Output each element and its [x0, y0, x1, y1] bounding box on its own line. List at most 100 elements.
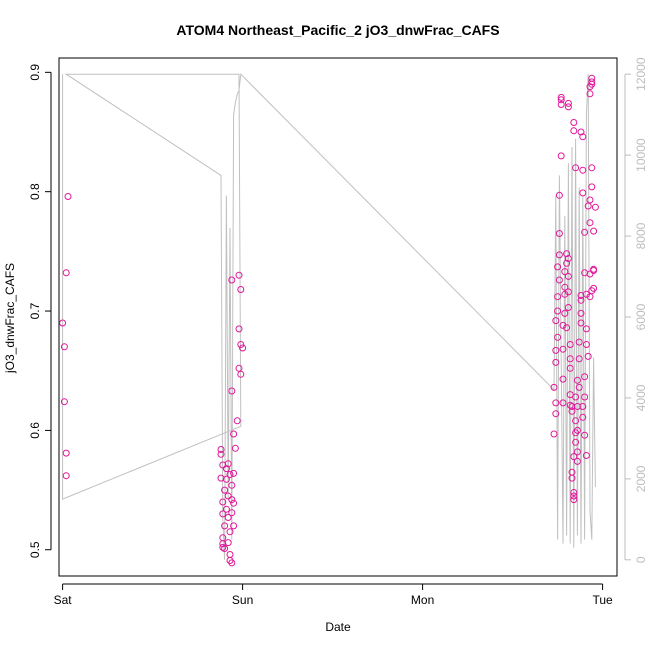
- data-point: [222, 505, 230, 513]
- data-point: [588, 164, 596, 172]
- data-point: [573, 457, 581, 465]
- data-point: [228, 481, 236, 489]
- data-point: [235, 325, 243, 333]
- data-point: [221, 486, 229, 494]
- data-point: [554, 307, 562, 315]
- data-point: [590, 227, 598, 235]
- data-point: [237, 370, 245, 378]
- data-point: [579, 166, 587, 174]
- y-tick-label: 0.5: [28, 541, 42, 558]
- y-tick-label: 0.6: [28, 422, 42, 439]
- secondary-series-line: [62, 73, 596, 560]
- data-point: [577, 128, 585, 136]
- data-point: [219, 498, 227, 506]
- data-point: [230, 469, 238, 477]
- data-point: [577, 319, 585, 327]
- data-point: [554, 263, 562, 271]
- data-point: [226, 528, 234, 536]
- data-point: [573, 448, 581, 456]
- data-point: [579, 403, 587, 410]
- data-point: [559, 321, 567, 329]
- y-tick-label: 0.9: [28, 64, 42, 81]
- data-point: [579, 189, 587, 197]
- data-point: [557, 101, 565, 108]
- secondary-line-layer: [62, 73, 596, 560]
- data-point: [588, 183, 596, 191]
- data-point: [557, 96, 565, 104]
- data-point: [582, 341, 590, 348]
- data-point: [228, 276, 236, 284]
- axes-layer: Sat Sun Mon Tue 0.5 0.6 0.7 0.8 0.9 0 2000 4000 6000…: [28, 57, 648, 607]
- data-point: [217, 446, 225, 453]
- data-point: [582, 325, 590, 333]
- data-point: [577, 309, 585, 317]
- y-axis-title: jO3_dnwFrac_CAFS: [3, 263, 17, 374]
- data-point: [228, 509, 236, 517]
- y-tick-label: 0.8: [28, 183, 42, 200]
- data-point: [555, 191, 563, 199]
- data-point: [557, 152, 565, 160]
- data-point: [552, 410, 560, 418]
- data-point: [566, 364, 574, 372]
- data-point: [221, 522, 229, 530]
- data-point: [235, 364, 243, 372]
- data-point: [563, 324, 571, 332]
- data-point: [230, 430, 238, 438]
- data-point: [570, 127, 578, 135]
- data-point: [566, 355, 574, 363]
- data-point: [573, 376, 581, 384]
- data-point: [573, 426, 581, 434]
- data-point: [559, 375, 567, 383]
- data-point: [564, 272, 572, 280]
- data-point: [572, 164, 580, 172]
- data-point: [217, 450, 225, 458]
- data-point: [561, 290, 569, 298]
- data-point: [582, 452, 590, 459]
- data-point: [586, 90, 594, 98]
- data-point: [581, 373, 589, 381]
- data-point: [555, 276, 563, 284]
- data-point: [62, 472, 70, 480]
- data-point: [590, 267, 598, 274]
- data-point: [564, 99, 572, 107]
- data-point: [64, 193, 72, 200]
- y2-tick-label: 12000: [634, 57, 648, 91]
- data-point: [577, 296, 585, 304]
- data-point: [570, 453, 578, 461]
- data-point: [239, 344, 247, 352]
- data-point: [552, 346, 560, 354]
- data-point: [237, 286, 245, 293]
- data-point: [219, 543, 227, 551]
- data-point: [570, 496, 578, 504]
- data-point: [568, 474, 576, 482]
- data-point: [228, 387, 236, 395]
- data-point: [586, 196, 594, 204]
- data-point: [554, 293, 562, 301]
- data-point: [226, 551, 234, 558]
- x-tick-label: Sun: [232, 593, 253, 607]
- chart-title: ATOM4 Northeast_Pacific_2 jO3_dnwFrac_CA…: [176, 22, 499, 38]
- data-point: [572, 438, 580, 446]
- x-tick-label: Sat: [54, 593, 73, 607]
- y2-tick-label: 0: [634, 556, 648, 563]
- data-point: [581, 393, 589, 401]
- data-point: [554, 333, 562, 341]
- data-point: [568, 407, 576, 415]
- y-tick-label: 0.7: [28, 302, 42, 319]
- data-point: [550, 430, 558, 438]
- data-point: [564, 288, 572, 296]
- data-point: [60, 343, 68, 351]
- data-point: [568, 403, 576, 410]
- data-point: [59, 319, 67, 327]
- data-point: [62, 449, 70, 457]
- data-point: [221, 545, 229, 552]
- data-point: [581, 431, 589, 439]
- data-point: [563, 259, 571, 267]
- data-point: [60, 398, 68, 406]
- data-point: [570, 492, 578, 500]
- data-point: [570, 489, 578, 496]
- data-point: [224, 492, 232, 500]
- data-point: [581, 228, 589, 236]
- data-point: [588, 80, 596, 88]
